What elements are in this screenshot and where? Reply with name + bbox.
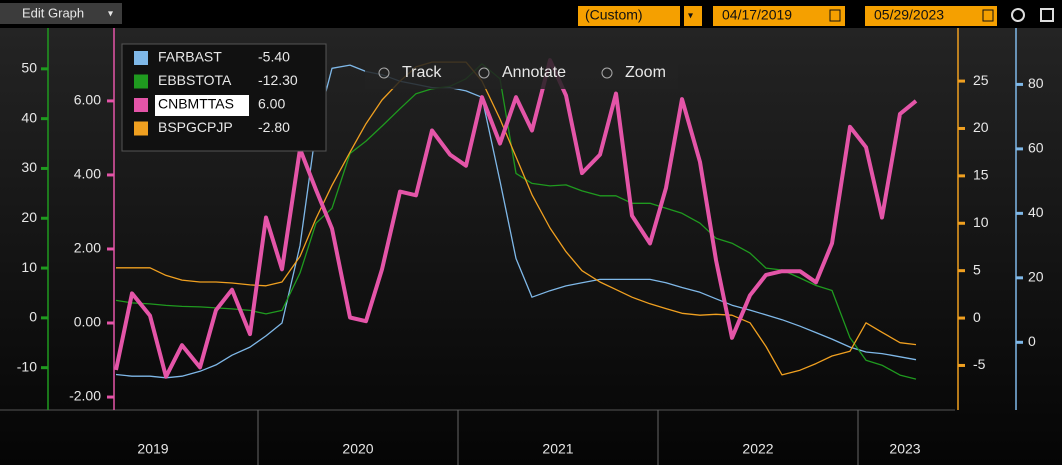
tick-label: -5 [973,356,986,372]
tick-label: 20 [21,209,37,225]
legend-name: CNBMTTAS [158,96,234,112]
tick-label: 40 [1028,204,1044,220]
calendar-icon[interactable] [982,9,994,22]
tick-label: 4.00 [74,166,101,182]
tick-label: 5 [973,261,981,277]
tick-label: 0 [1028,333,1036,349]
tick-label: 20 [973,119,989,135]
start-date-box[interactable] [713,6,845,26]
x-tick-label: 2023 [889,441,920,457]
tick-label: 30 [21,159,37,175]
period-label[interactable]: (Custom) [585,7,643,23]
tick-label: 40 [21,109,37,125]
legend-value: -12.30 [258,72,298,88]
edit-arrow: ▾ [108,9,113,20]
tool-label[interactable]: Track [402,64,442,81]
tick-label: 10 [973,214,989,230]
tick-label: -2.00 [69,388,101,404]
tick-label: 50 [21,60,37,76]
tick-label: 6.00 [74,92,101,108]
tick-label: 25 [973,72,989,88]
edit-label[interactable]: Edit Graph [22,5,84,20]
end-date[interactable]: 05/29/2023 [874,7,944,23]
legend-swatch [134,74,148,89]
x-tick-label: 2021 [542,441,573,457]
series-line [114,58,918,379]
tool-label[interactable]: Zoom [625,64,666,81]
legend-swatch [134,51,148,65]
series-line [116,61,917,376]
x-tick-label: 2019 [137,441,168,457]
refresh-icon[interactable] [1011,8,1025,22]
tick-label: 0 [973,309,981,325]
tick-label: 10 [21,259,37,275]
period-box[interactable] [578,6,680,26]
legend-name: FARBAST [158,49,222,65]
tool-icon [378,67,390,79]
tool-icon [601,67,613,79]
tool-icon [478,67,490,79]
tick-label: 15 [973,167,989,183]
series-line [115,64,917,379]
legend-swatch [134,121,148,136]
dropdown-arrow: ▾ [688,11,693,22]
popout-icon[interactable] [1040,8,1054,22]
x-tick-label: 2020 [342,441,373,457]
x-tick-label: 2022 [742,441,773,457]
period-dropdown[interactable] [684,6,702,26]
tick-label: 20 [1028,269,1044,285]
tick-label: 0 [29,309,37,325]
legend-value: -5.40 [258,49,290,65]
legend-name: EBBSTOTA [158,72,232,88]
legend-highlight [155,95,249,116]
tool-label[interactable]: Annotate [502,64,566,81]
tick-label: -10 [17,358,37,374]
tick-label: 2.00 [74,240,101,256]
end-date-box[interactable] [865,6,997,26]
start-date[interactable]: 04/17/2019 [722,7,792,23]
legend-swatch [134,98,148,112]
legend-name: BSPGCPJP [158,119,233,135]
calendar-icon[interactable] [829,9,841,22]
tick-label: 0.00 [74,314,101,330]
legend-value: -2.80 [258,119,290,135]
tools-bar [365,58,678,89]
tick-label: 60 [1028,140,1044,156]
legend-value: 6.00 [258,96,285,112]
tick-label: 80 [1028,75,1044,91]
edit-button[interactable] [0,3,122,24]
